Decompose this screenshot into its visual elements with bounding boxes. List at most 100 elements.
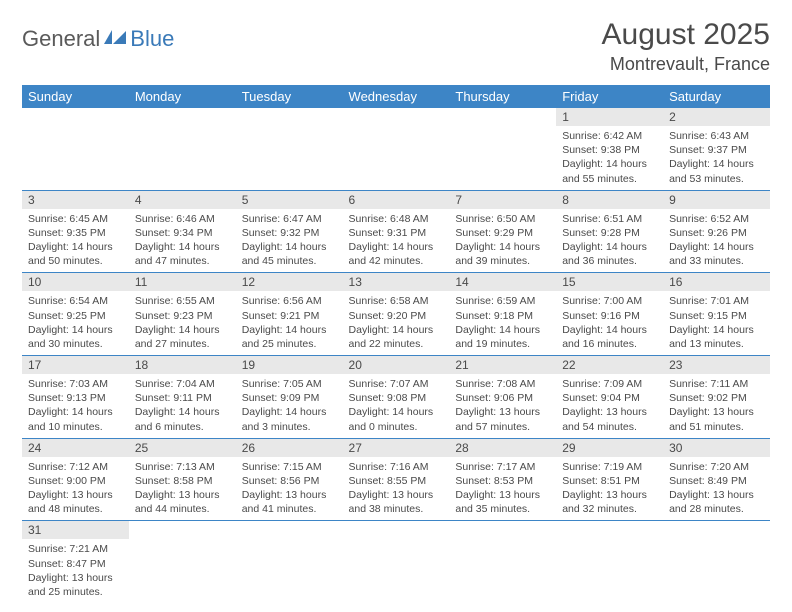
- day-number: 1: [556, 108, 663, 126]
- weekday-header: Wednesday: [343, 85, 450, 108]
- calendar-cell: 12Sunrise: 6:56 AMSunset: 9:21 PMDayligh…: [236, 273, 343, 356]
- calendar-cell: 5Sunrise: 6:47 AMSunset: 9:32 PMDaylight…: [236, 190, 343, 273]
- calendar-cell: [236, 108, 343, 190]
- day-details: Sunrise: 6:56 AMSunset: 9:21 PMDaylight:…: [236, 291, 343, 355]
- calendar-cell: 29Sunrise: 7:19 AMSunset: 8:51 PMDayligh…: [556, 438, 663, 521]
- day-number: 15: [556, 273, 663, 291]
- day-number: 21: [449, 356, 556, 374]
- day-number: 7: [449, 191, 556, 209]
- day-number: 14: [449, 273, 556, 291]
- calendar-cell: [343, 521, 450, 603]
- day-number: 30: [663, 439, 770, 457]
- logo-text-general: General: [22, 26, 100, 52]
- day-number: 12: [236, 273, 343, 291]
- calendar-cell: 6Sunrise: 6:48 AMSunset: 9:31 PMDaylight…: [343, 190, 450, 273]
- day-number: 11: [129, 273, 236, 291]
- logo-flag-icon: [104, 28, 128, 51]
- calendar-cell: 9Sunrise: 6:52 AMSunset: 9:26 PMDaylight…: [663, 190, 770, 273]
- day-number: 5: [236, 191, 343, 209]
- calendar-cell: 11Sunrise: 6:55 AMSunset: 9:23 PMDayligh…: [129, 273, 236, 356]
- day-number: 22: [556, 356, 663, 374]
- calendar-cell: 30Sunrise: 7:20 AMSunset: 8:49 PMDayligh…: [663, 438, 770, 521]
- calendar-cell: 25Sunrise: 7:13 AMSunset: 8:58 PMDayligh…: [129, 438, 236, 521]
- day-number: 18: [129, 356, 236, 374]
- location: Montrevault, France: [602, 54, 770, 75]
- calendar-cell: [22, 108, 129, 190]
- calendar-cell: 26Sunrise: 7:15 AMSunset: 8:56 PMDayligh…: [236, 438, 343, 521]
- calendar-cell: [236, 521, 343, 603]
- day-details: Sunrise: 7:15 AMSunset: 8:56 PMDaylight:…: [236, 457, 343, 521]
- day-details: Sunrise: 7:19 AMSunset: 8:51 PMDaylight:…: [556, 457, 663, 521]
- logo-text-blue: Blue: [130, 26, 174, 52]
- day-details: Sunrise: 6:52 AMSunset: 9:26 PMDaylight:…: [663, 209, 770, 273]
- day-number: 4: [129, 191, 236, 209]
- calendar-cell: 13Sunrise: 6:58 AMSunset: 9:20 PMDayligh…: [343, 273, 450, 356]
- day-details: Sunrise: 7:20 AMSunset: 8:49 PMDaylight:…: [663, 457, 770, 521]
- logo: General Blue: [22, 26, 174, 52]
- day-number: 19: [236, 356, 343, 374]
- day-details: Sunrise: 7:21 AMSunset: 8:47 PMDaylight:…: [22, 539, 129, 603]
- day-details: Sunrise: 6:42 AMSunset: 9:38 PMDaylight:…: [556, 126, 663, 190]
- calendar-cell: [129, 108, 236, 190]
- day-details: Sunrise: 6:58 AMSunset: 9:20 PMDaylight:…: [343, 291, 450, 355]
- day-details: Sunrise: 7:09 AMSunset: 9:04 PMDaylight:…: [556, 374, 663, 438]
- calendar-cell: 10Sunrise: 6:54 AMSunset: 9:25 PMDayligh…: [22, 273, 129, 356]
- calendar-cell: 28Sunrise: 7:17 AMSunset: 8:53 PMDayligh…: [449, 438, 556, 521]
- calendar-cell: 4Sunrise: 6:46 AMSunset: 9:34 PMDaylight…: [129, 190, 236, 273]
- day-details: Sunrise: 6:45 AMSunset: 9:35 PMDaylight:…: [22, 209, 129, 273]
- weekday-header: Thursday: [449, 85, 556, 108]
- month-title: August 2025: [602, 18, 770, 52]
- day-details: Sunrise: 7:16 AMSunset: 8:55 PMDaylight:…: [343, 457, 450, 521]
- weekday-header: Saturday: [663, 85, 770, 108]
- day-number: 13: [343, 273, 450, 291]
- calendar-cell: [449, 521, 556, 603]
- day-number: 20: [343, 356, 450, 374]
- day-details: Sunrise: 6:46 AMSunset: 9:34 PMDaylight:…: [129, 209, 236, 273]
- day-details: Sunrise: 7:01 AMSunset: 9:15 PMDaylight:…: [663, 291, 770, 355]
- calendar-header-row: SundayMondayTuesdayWednesdayThursdayFrid…: [22, 85, 770, 108]
- day-details: Sunrise: 6:48 AMSunset: 9:31 PMDaylight:…: [343, 209, 450, 273]
- weekday-header: Friday: [556, 85, 663, 108]
- calendar-cell: 21Sunrise: 7:08 AMSunset: 9:06 PMDayligh…: [449, 356, 556, 439]
- calendar-cell: 22Sunrise: 7:09 AMSunset: 9:04 PMDayligh…: [556, 356, 663, 439]
- day-details: Sunrise: 7:12 AMSunset: 9:00 PMDaylight:…: [22, 457, 129, 521]
- day-number: 9: [663, 191, 770, 209]
- calendar-cell: 23Sunrise: 7:11 AMSunset: 9:02 PMDayligh…: [663, 356, 770, 439]
- title-block: August 2025 Montrevault, France: [602, 18, 770, 75]
- calendar-cell: 31Sunrise: 7:21 AMSunset: 8:47 PMDayligh…: [22, 521, 129, 603]
- calendar-cell: [343, 108, 450, 190]
- calendar-cell: 14Sunrise: 6:59 AMSunset: 9:18 PMDayligh…: [449, 273, 556, 356]
- day-details: Sunrise: 6:50 AMSunset: 9:29 PMDaylight:…: [449, 209, 556, 273]
- calendar-cell: [663, 521, 770, 603]
- calendar-cell: 2Sunrise: 6:43 AMSunset: 9:37 PMDaylight…: [663, 108, 770, 190]
- day-details: Sunrise: 6:59 AMSunset: 9:18 PMDaylight:…: [449, 291, 556, 355]
- calendar-cell: 18Sunrise: 7:04 AMSunset: 9:11 PMDayligh…: [129, 356, 236, 439]
- calendar-cell: [129, 521, 236, 603]
- day-number: 25: [129, 439, 236, 457]
- day-number: 17: [22, 356, 129, 374]
- weekday-header: Tuesday: [236, 85, 343, 108]
- day-details: Sunrise: 6:43 AMSunset: 9:37 PMDaylight:…: [663, 126, 770, 190]
- day-number: 29: [556, 439, 663, 457]
- day-number: 27: [343, 439, 450, 457]
- day-details: Sunrise: 7:17 AMSunset: 8:53 PMDaylight:…: [449, 457, 556, 521]
- day-details: Sunrise: 7:03 AMSunset: 9:13 PMDaylight:…: [22, 374, 129, 438]
- day-number: 10: [22, 273, 129, 291]
- day-details: Sunrise: 7:07 AMSunset: 9:08 PMDaylight:…: [343, 374, 450, 438]
- calendar-cell: 15Sunrise: 7:00 AMSunset: 9:16 PMDayligh…: [556, 273, 663, 356]
- calendar-table: SundayMondayTuesdayWednesdayThursdayFrid…: [22, 85, 770, 603]
- day-number: 3: [22, 191, 129, 209]
- day-number: 2: [663, 108, 770, 126]
- day-number: 24: [22, 439, 129, 457]
- calendar-cell: 8Sunrise: 6:51 AMSunset: 9:28 PMDaylight…: [556, 190, 663, 273]
- calendar-cell: [556, 521, 663, 603]
- calendar-cell: 7Sunrise: 6:50 AMSunset: 9:29 PMDaylight…: [449, 190, 556, 273]
- day-number: 16: [663, 273, 770, 291]
- day-details: Sunrise: 7:00 AMSunset: 9:16 PMDaylight:…: [556, 291, 663, 355]
- calendar-cell: 19Sunrise: 7:05 AMSunset: 9:09 PMDayligh…: [236, 356, 343, 439]
- calendar-cell: 20Sunrise: 7:07 AMSunset: 9:08 PMDayligh…: [343, 356, 450, 439]
- day-number: 28: [449, 439, 556, 457]
- calendar-cell: 27Sunrise: 7:16 AMSunset: 8:55 PMDayligh…: [343, 438, 450, 521]
- day-details: Sunrise: 7:08 AMSunset: 9:06 PMDaylight:…: [449, 374, 556, 438]
- calendar-cell: 16Sunrise: 7:01 AMSunset: 9:15 PMDayligh…: [663, 273, 770, 356]
